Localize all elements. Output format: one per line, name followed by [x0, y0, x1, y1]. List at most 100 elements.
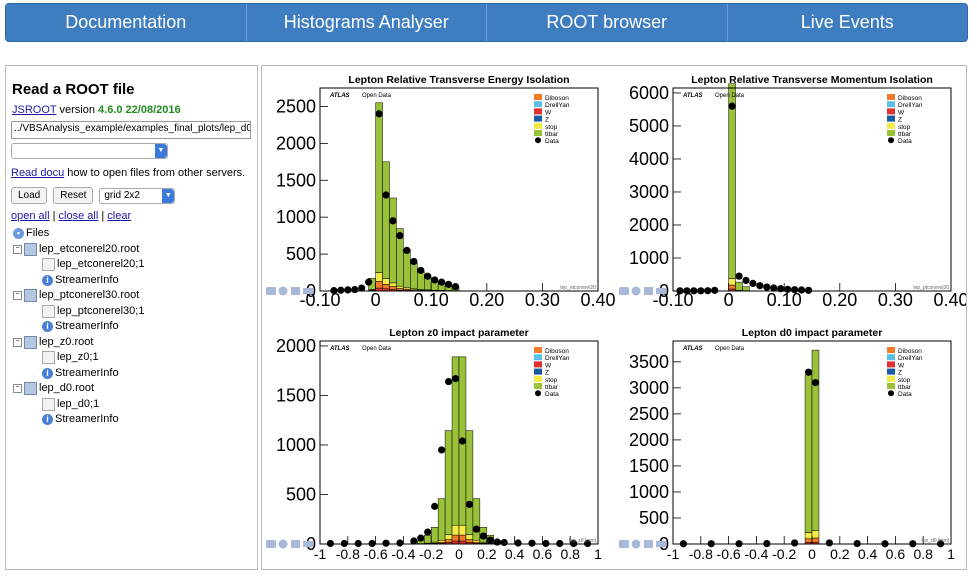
docu-text: how to open files from other servers.: [67, 167, 246, 179]
legend-label: Diboson: [545, 348, 569, 355]
tree-file[interactable]: − lep_etconerel20.root: [11, 242, 252, 258]
nav-documentation[interactable]: Documentation: [65, 12, 187, 32]
collapse-icon[interactable]: −: [13, 244, 22, 254]
legend-label: W: [545, 109, 552, 116]
data-point: [396, 539, 404, 547]
legend-swatch-stop: [887, 375, 895, 382]
x-tick-label: -0.8: [336, 546, 360, 562]
data-point: [403, 246, 411, 254]
legend-swatch-ttbar: [534, 383, 542, 389]
close-all-link[interactable]: close all: [58, 210, 99, 222]
open-data-label: Open Data: [715, 93, 745, 99]
x-tick-label: -0.6: [717, 546, 741, 562]
clear-link[interactable]: clear: [107, 210, 132, 222]
tree-root[interactable]: ▪ Files: [11, 226, 252, 242]
legend-swatch-z: [887, 115, 895, 122]
legend-marker-data: [535, 137, 541, 144]
info-icon: i: [42, 414, 53, 426]
y-tick-label: 2000: [276, 336, 316, 356]
legend-label: Data: [545, 138, 559, 145]
bar-stop: [458, 524, 467, 536]
jsroot-link[interactable]: JSROOT: [12, 104, 57, 116]
chart-title: Lepton Relative Transverse Momentum Isol…: [691, 74, 933, 86]
tree-leaf[interactable]: lep_etconerel20;1: [11, 257, 252, 273]
bar-stop: [437, 539, 446, 543]
menu-icon: [303, 288, 313, 294]
tree-leaf[interactable]: lep_ptconerel30;1: [11, 304, 252, 320]
bar-stop: [444, 534, 453, 540]
chart-title: Lepton Relative Transverse Energy Isolat…: [348, 74, 569, 86]
bar-ttbar: [804, 374, 813, 533]
bar-stop: [389, 282, 397, 287]
separator: |: [101, 210, 105, 222]
x-axis-label: lep_etconerel20: [560, 285, 596, 291]
bar-stop: [804, 532, 813, 540]
x-tick-label: -0.4: [391, 546, 415, 562]
pad-toolbar[interactable]: [266, 539, 313, 549]
bar-ttbar: [424, 534, 432, 544]
open-data-label: Open Data: [362, 346, 392, 352]
pad-toolbar[interactable]: [619, 539, 666, 549]
histogram-pad: Lepton d0 impact parameter 0 500 1000 1500 20…: [619, 327, 955, 562]
pad-toolbar[interactable]: [619, 286, 666, 296]
legend-swatch-z: [887, 368, 895, 375]
tree-info[interactable]: i StreamerInfo: [11, 366, 252, 382]
tree-file[interactable]: − lep_ptconerel30.root: [11, 288, 252, 304]
x-tick-label: -1: [314, 546, 327, 562]
read-docu-link[interactable]: Read docu: [11, 167, 65, 179]
tree-info[interactable]: i StreamerInfo: [11, 319, 252, 335]
tree-leaf[interactable]: lep_d0;1: [11, 397, 252, 413]
legend-swatch-w: [887, 361, 895, 368]
tree-file[interactable]: − lep_d0.root: [11, 381, 252, 397]
bar-diboson: [396, 288, 404, 291]
file-path-input[interactable]: ../VBSAnalysis_example/examples_final_pl…: [11, 121, 251, 139]
load-button[interactable]: Load: [11, 187, 48, 204]
collapse-icon[interactable]: −: [13, 384, 22, 394]
histogram-icon: [42, 304, 55, 318]
collapse-icon[interactable]: −: [13, 337, 22, 347]
x-tick-label: 0.4: [858, 546, 878, 562]
bar-stop: [465, 534, 474, 540]
data-point: [365, 278, 373, 286]
open-all-link[interactable]: open all: [11, 210, 50, 222]
data-point: [451, 282, 460, 291]
x-tick-label: 0.30: [525, 290, 560, 310]
bar-diboson: [811, 537, 820, 543]
nav-histograms-analyser[interactable]: Histograms Analyser: [245, 4, 487, 41]
legend-swatch-w: [534, 108, 542, 115]
legend-swatch-diboson: [534, 94, 542, 100]
bar-diboson: [375, 281, 383, 289]
layout-select[interactable]: grid 2x2 ▼: [99, 187, 176, 204]
info-icon: i: [42, 321, 53, 333]
x-tick-label: -0.4: [744, 546, 768, 562]
tree-leaf[interactable]: lep_z0;1: [11, 350, 252, 366]
file-select[interactable]: ▼: [11, 143, 168, 159]
pad-toolbar[interactable]: [266, 286, 313, 296]
x-tick-label: 0.2: [830, 546, 850, 562]
bar-ttbar: [410, 262, 418, 290]
histogram-grid: Lepton Relative Transverse Energy Isolat…: [266, 74, 966, 562]
bar-ttbar: [472, 498, 481, 541]
atlas-label: ATLAS: [682, 93, 703, 99]
nav-live-events[interactable]: Live Events: [726, 4, 968, 41]
legend-label: ttbar: [898, 131, 912, 138]
menu-icon: [656, 541, 666, 547]
reset-button[interactable]: Reset: [53, 187, 94, 204]
chevron-down-icon: ▼: [162, 188, 175, 203]
y-tick-label: 1500: [276, 385, 316, 405]
data-point: [465, 500, 474, 508]
x-tick-label: 0.40: [580, 290, 615, 310]
tree-info[interactable]: i StreamerInfo: [11, 412, 252, 428]
x-tick-label: 1: [947, 546, 955, 562]
collapse-icon[interactable]: −: [13, 291, 22, 301]
data-point: [811, 379, 820, 387]
data-point: [424, 272, 432, 280]
legend-label: W: [898, 362, 905, 369]
tree-file[interactable]: − lep_z0.root: [11, 335, 252, 351]
y-tick-label: 1000: [629, 248, 669, 268]
legend-swatch-ttbar: [887, 383, 895, 389]
legend-marker-data: [888, 390, 894, 397]
data-point: [756, 282, 764, 290]
tree-info[interactable]: i StreamerInfo: [11, 273, 252, 289]
nav-root-browser[interactable]: ROOT browser: [486, 4, 727, 41]
